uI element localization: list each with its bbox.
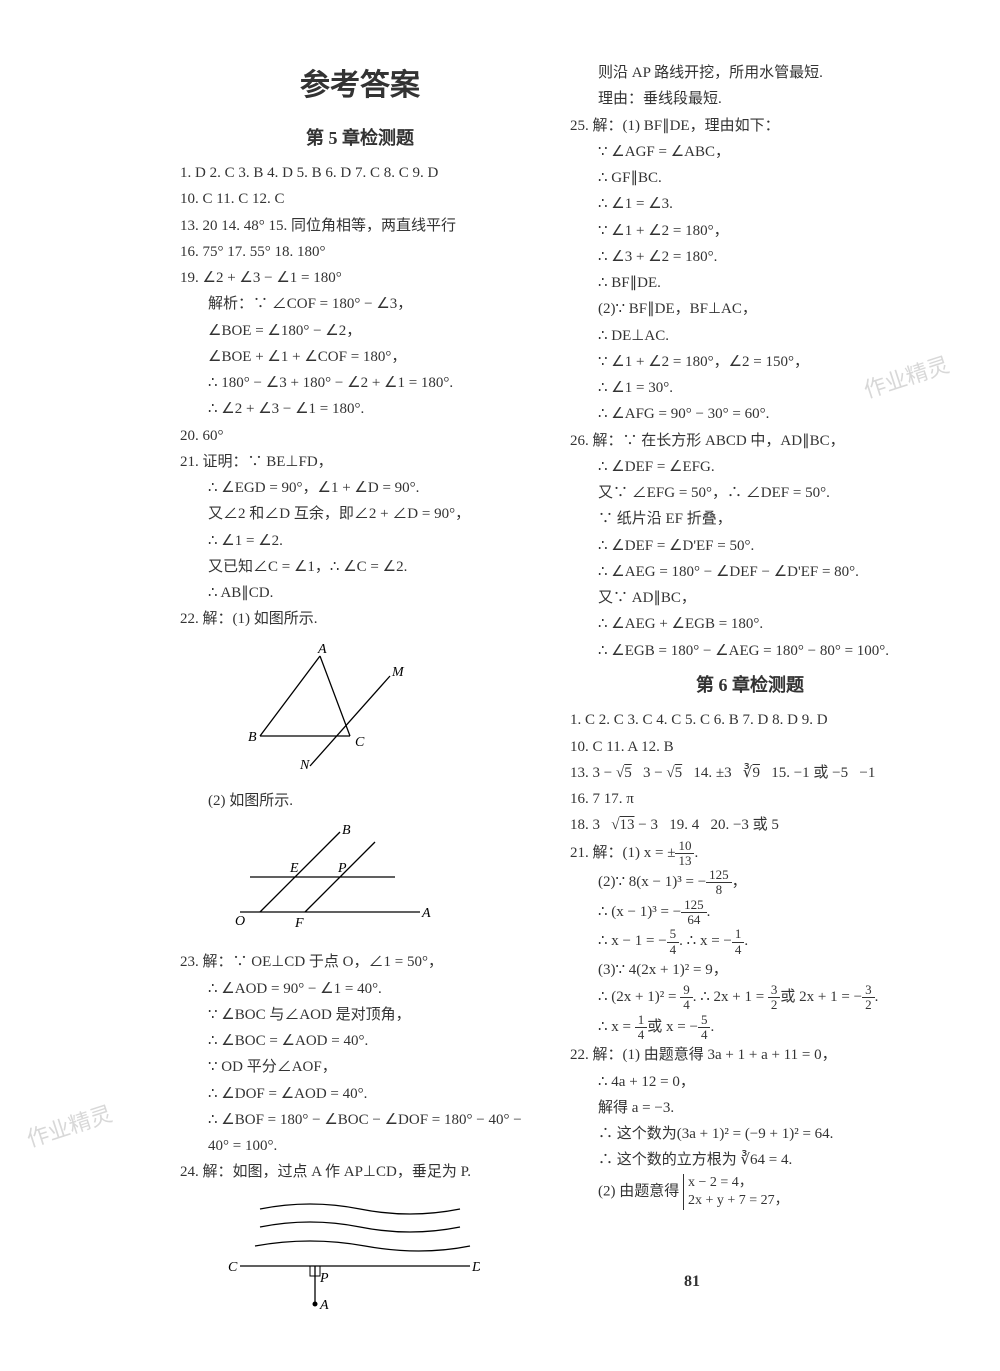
answer-line: ∴ DE⊥AC. <box>570 323 930 349</box>
answer-line: 40° = 100°. <box>180 1133 540 1159</box>
label-A: A <box>319 1298 329 1313</box>
answer-line: ∴ ∠AFG = 90° − 30° = 60°. <box>570 401 930 427</box>
answer-line: ∴ ∠1 = ∠2. <box>180 528 540 554</box>
answer-line: ∴ 4a + 12 = 0， <box>570 1069 930 1095</box>
left-column: 参考答案 第 5 章检测题 1. D 2. C 3. B 4. D 5. B 6… <box>180 60 540 1331</box>
answer-line: ∴ ∠1 = ∠3. <box>570 191 930 217</box>
figure-24: C D P A <box>220 1194 540 1323</box>
answer-line: ∠BOE + ∠1 + ∠COF = 180°， <box>180 344 540 370</box>
figure-22-2: O A B E P F <box>220 822 540 941</box>
answer-line: ∴ (x − 1)³ = −12564. <box>570 898 930 928</box>
right-column: 则沿 AP 路线开挖，所用水管最短. 理由：垂线段最短. 25. 解：(1) B… <box>570 60 930 1331</box>
answer-line: ∴ ∠AOD = 90° − ∠1 = 40°. <box>180 976 540 1002</box>
label-F: F <box>294 916 304 931</box>
label-E: E <box>289 861 299 876</box>
answer-line: ∴ ∠EGD = 90°，∠1 + ∠D = 90°. <box>180 475 540 501</box>
answer-line: ∵ ∠1 + ∠2 = 180°， <box>570 218 930 244</box>
answer-line: 26. 解：∵ 在长方形 ABCD 中，AD∥BC， <box>570 428 930 454</box>
label-D: D <box>471 1260 480 1275</box>
answer-line: (2)∵ BF∥DE，BF⊥AC， <box>570 296 930 322</box>
answer-line: 又∵ AD∥BC， <box>570 585 930 611</box>
answer-line: 25. 解：(1) BF∥DE，理由如下： <box>570 113 930 139</box>
answer-line: 理由：垂线段最短. <box>570 86 930 112</box>
answer-line: (2) 由题意得 x − 2 = 4，2x + y + 7 = 27， <box>570 1174 930 1210</box>
answer-line: ∴ ∠EGB = 180° − ∠AEG = 180° − 80° = 100°… <box>570 638 930 664</box>
answer-line: ∴ ∠DEF = ∠D'EF = 50°. <box>570 533 930 559</box>
label-C: C <box>355 735 365 750</box>
label-P: P <box>337 861 347 876</box>
answer-line: 13. 20 14. 48° 15. 同位角相等，两直线平行 <box>180 213 540 239</box>
answer-line: 解析：∵ ∠COF = 180° − ∠3， <box>180 291 540 317</box>
page-content: 参考答案 第 5 章检测题 1. D 2. C 3. B 4. D 5. B 6… <box>0 0 1000 1371</box>
page-number: 81 <box>684 1273 700 1291</box>
answer-line: ∴ 这个数为(3a + 1)² = (−9 + 1)² = 64. <box>570 1121 930 1147</box>
answer-line: ∴ ∠AEG + ∠EGB = 180°. <box>570 611 930 637</box>
answer-line: 又已知∠C = ∠1，∴ ∠C = ∠2. <box>180 554 540 580</box>
answer-line: 10. C 11. C 12. C <box>180 186 540 212</box>
answer-line: ∴ ∠3 + ∠2 = 180°. <box>570 244 930 270</box>
label-M: M <box>391 665 405 680</box>
answer-line: ∴ (2x + 1)² = 94. ∴ 2x + 1 = 32或 2x + 1 … <box>570 983 930 1013</box>
label-A: A <box>421 906 431 921</box>
answer-line: 22. 解：(1) 由题意得 3a + 1 + a + 11 = 0， <box>570 1042 930 1068</box>
answer-line: ∴ ∠1 = 30°. <box>570 375 930 401</box>
figure-22-1: A B C M N <box>220 641 540 780</box>
answer-line: 1. D 2. C 3. B 4. D 5. B 6. D 7. C 8. C … <box>180 160 540 186</box>
answer-line: ∵ ∠AGF = ∠ABC， <box>570 139 930 165</box>
label-C: C <box>228 1260 238 1275</box>
answer-line: 10. C 11. A 12. B <box>570 734 930 760</box>
answer-line: ∠BOE = ∠180° − ∠2， <box>180 318 540 344</box>
answer-line: 22. 解：(1) 如图所示. <box>180 606 540 632</box>
answer-line: ∵ ∠BOC 与∠AOD 是对顶角， <box>180 1002 540 1028</box>
answer-line: ∵ OD 平分∠AOF， <box>180 1054 540 1080</box>
answer-line: 16. 75° 17. 55° 18. 180° <box>180 239 540 265</box>
answer-line: 18. 3 √13 − 3 19. 4 20. −3 或 5 <box>570 812 930 838</box>
answer-line: ∴ x = 14或 x = −54. <box>570 1013 930 1043</box>
label-A: A <box>317 642 327 657</box>
answer-line: 又∠2 和∠D 互余，即∠2 + ∠D = 90°， <box>180 501 540 527</box>
answer-line: ∴ BF∥DE. <box>570 270 930 296</box>
answer-line: ∴ AB∥CD. <box>180 580 540 606</box>
answer-line: ∴ ∠DEF = ∠EFG. <box>570 454 930 480</box>
answer-line: 21. 证明：∵ BE⊥FD， <box>180 449 540 475</box>
answer-line: ∴ GF∥BC. <box>570 165 930 191</box>
main-title: 参考答案 <box>180 60 540 113</box>
answer-line: (2)∵ 8(x − 1)³ = −1258， <box>570 868 930 898</box>
answer-line: ∵ 纸片沿 EF 折叠， <box>570 506 930 532</box>
answer-line: 24. 解：如图，过点 A 作 AP⊥CD，垂足为 P. <box>180 1159 540 1185</box>
answer-line: 21. 解：(1) x = ±1013. <box>570 839 930 869</box>
answer-line: ∵ ∠1 + ∠2 = 180°，∠2 = 150°， <box>570 349 930 375</box>
answer-line: 19. ∠2 + ∠3 − ∠1 = 180° <box>180 265 540 291</box>
answer-line: (3)∵ 4(2x + 1)² = 9， <box>570 957 930 983</box>
answer-line: 16. 7 17. π <box>570 786 930 812</box>
label-B: B <box>342 823 351 838</box>
answer-line: ∴ 这个数的立方根为 ∛64 = 4. <box>570 1147 930 1173</box>
chapter5-title: 第 5 章检测题 <box>180 123 540 155</box>
answer-line: ∴ ∠AEG = 180° − ∠DEF − ∠D'EF = 80°. <box>570 559 930 585</box>
answer-line: ∴ ∠DOF = ∠AOD = 40°. <box>180 1081 540 1107</box>
answer-line: (2) 如图所示. <box>180 788 540 814</box>
label-P: P <box>319 1271 329 1286</box>
answer-line: 又∵ ∠EFG = 50°，∴ ∠DEF = 50°. <box>570 480 930 506</box>
answer-line: 1. C 2. C 3. C 4. C 5. C 6. B 7. D 8. D … <box>570 707 930 733</box>
chapter6-title: 第 6 章检测题 <box>570 670 930 702</box>
answer-line: 则沿 AP 路线开挖，所用水管最短. <box>570 60 930 86</box>
answer-line: ∴ ∠2 + ∠3 − ∠1 = 180°. <box>180 396 540 422</box>
answer-line: 23. 解：∵ OE⊥CD 于点 O，∠1 = 50°， <box>180 949 540 975</box>
label-B: B <box>248 730 257 745</box>
answer-line: ∴ ∠BOF = 180° − ∠BOC − ∠DOF = 180° − 40°… <box>180 1107 540 1133</box>
answer-line: ∴ x − 1 = −54. ∴ x = −14. <box>570 927 930 957</box>
answer-line: 20. 60° <box>180 423 540 449</box>
answer-line: ∴ ∠BOC = ∠AOD = 40°. <box>180 1028 540 1054</box>
answer-line: 13. 3 − √5 3 − √5 14. ±3 ∛9 15. −1 或 −5 … <box>570 760 930 786</box>
answer-line: ∴ 180° − ∠3 + 180° − ∠2 + ∠1 = 180°. <box>180 370 540 396</box>
label-O: O <box>235 914 245 929</box>
label-N: N <box>299 758 310 771</box>
answer-line: 解得 a = −3. <box>570 1095 930 1121</box>
